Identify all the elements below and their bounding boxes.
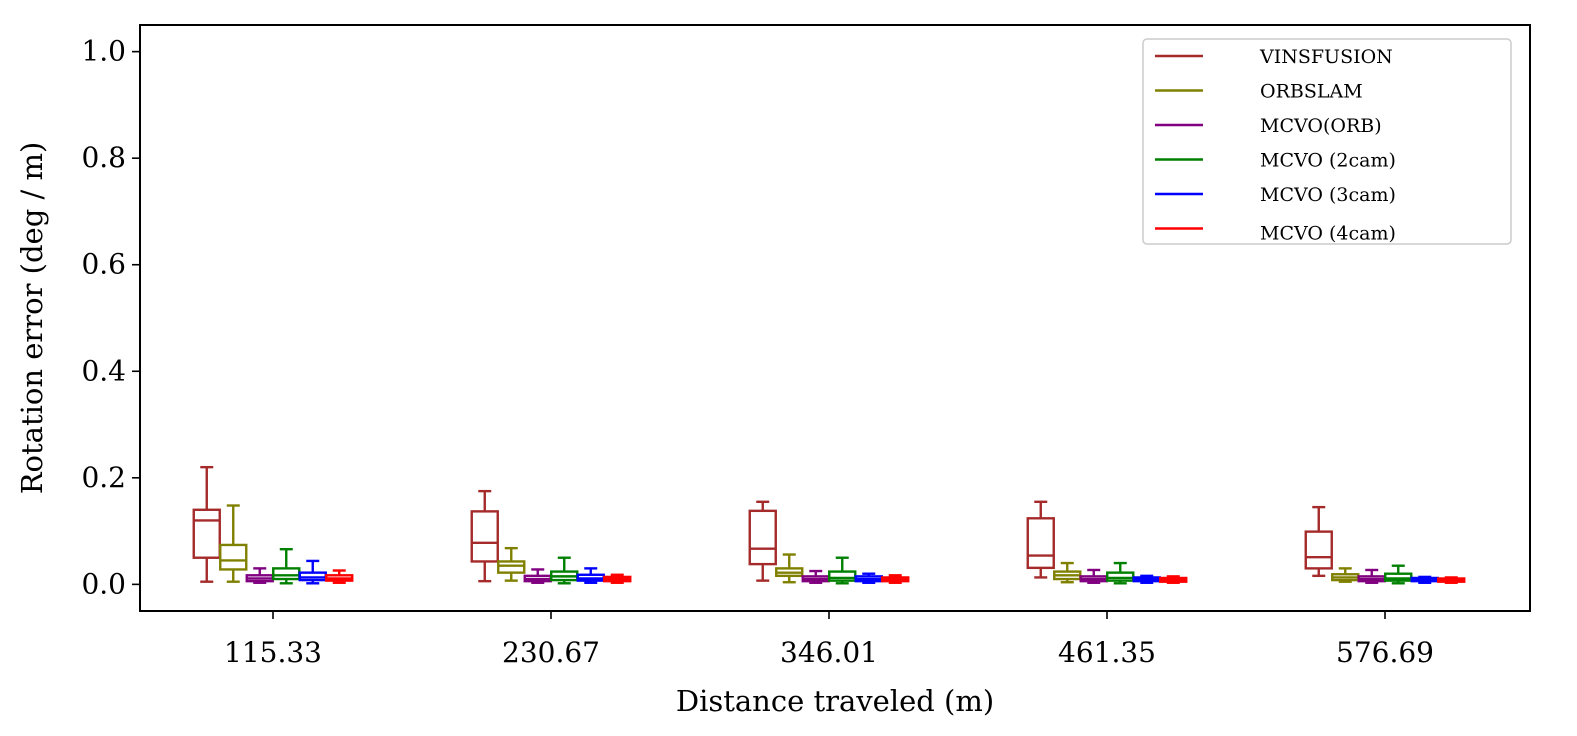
box-plot [881,574,910,584]
box-plot [1026,500,1055,579]
series-mcvo-3cam [298,559,1439,585]
plot-frame [139,24,1531,612]
x-tick-label: 115.33 [224,636,322,669]
box-iqr [748,509,777,566]
box-plot [775,553,804,584]
box-iqr [1304,530,1333,570]
box-plot [192,465,221,583]
y-tick-label: 0.6 [81,248,126,281]
box-iqr [192,508,221,559]
series-orbslam [219,504,1360,584]
box-plot [1132,574,1161,584]
series-mcvo-4cam [325,569,1466,584]
legend-label: VINSFUSION [1259,46,1393,68]
box-plot [1384,564,1413,585]
box-iqr [497,560,526,574]
legend-items: VINSFUSION ORBSLAM MCVO(ORB) MCVO (2cam) MCV… [1155,46,1396,245]
legend-label: MCVO (2cam) [1260,150,1396,172]
y-tick-label: 0.0 [81,567,126,600]
box-plot [1437,576,1466,584]
legend-label: MCVO(ORB) [1260,115,1382,137]
x-tick-label: 461.35 [1058,636,1156,669]
legend-label: MCVO (3cam) [1260,184,1396,206]
x-tick-label: 346.01 [780,636,878,669]
box-plot [603,573,632,584]
legend-label: MCVO (4cam) [1260,223,1396,245]
legend: VINSFUSION ORBSLAM MCVO(ORB) MCVO (2cam) MCV… [1142,38,1512,245]
box-iqr [219,543,248,571]
box-plot [1159,575,1188,584]
box-plot [245,567,274,584]
y-tick-label: 0.4 [81,354,126,387]
box-plot [1410,575,1439,584]
x-tick-label: 576.69 [1336,636,1434,669]
box-plot [470,489,499,583]
box-plot [272,548,301,585]
y-tick-label: 1.0 [81,35,126,68]
legend-frame [1142,38,1512,245]
box-series-layer [192,465,1466,585]
x-axis-label: Distance traveled (m) [676,684,994,718]
y-axis-label: Rotation error (deg / m) [15,142,49,495]
x-axis-ticks: 115.33 230.67 346.01 461.35 576.69 [224,611,1434,669]
box-plot [1304,505,1333,578]
y-tick-label: 0.2 [81,461,126,494]
legend-label: ORBSLAM [1260,81,1363,103]
box-iqr [470,510,499,563]
x-tick-label: 230.67 [502,636,600,669]
box-plot [219,504,248,583]
box-plot [748,500,777,582]
y-axis-ticks: 0.0 0.2 0.4 0.6 0.8 1.0 [81,35,140,600]
series-vinsfusion [192,465,1333,583]
box-plot [497,546,526,582]
box-plot [325,569,354,584]
box-iqr [1026,517,1055,570]
y-tick-label: 0.8 [81,141,126,174]
box-plot [298,559,327,585]
